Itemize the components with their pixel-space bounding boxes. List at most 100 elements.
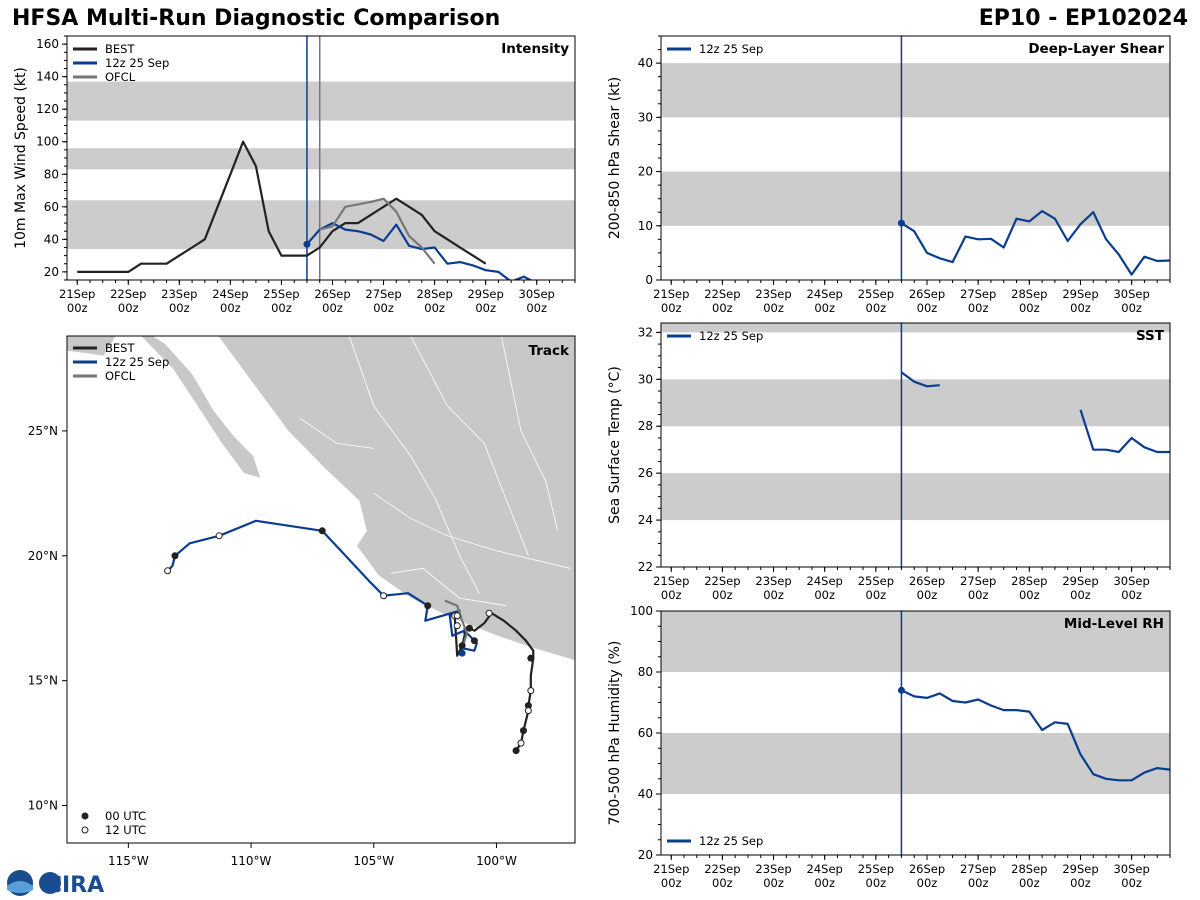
logo-text: CIRA: [46, 873, 104, 898]
sst-xtick-day: 28Sep: [1011, 574, 1047, 588]
intensity-legend-label: OFCL: [105, 70, 136, 84]
sst-ylabel: Sea Surface Temp (°C): [607, 366, 623, 524]
track-point-00utc: [519, 727, 527, 735]
rh-xtick-day: 26Sep: [909, 862, 945, 876]
track-point-12utc: [453, 622, 461, 630]
intensity-ytick-label: 140: [36, 70, 59, 84]
sst-xtick-day: 21Sep: [653, 574, 689, 588]
rh-ylabel: 700-500 hPa Humidity (%): [607, 641, 623, 826]
rh-xtick-day: 25Sep: [858, 862, 894, 876]
sst-xtick-hour: 00z: [1019, 588, 1040, 602]
rh-band-1: [661, 611, 1170, 672]
intensity-xtick-hour: 00z: [424, 301, 445, 315]
shear-init-marker: [897, 219, 905, 227]
sst-ytick-label: 28: [638, 419, 653, 433]
state-border-1: [348, 336, 480, 594]
rh-ytick-label: 40: [638, 787, 653, 801]
shear-ytick-label: 20: [638, 165, 653, 179]
intensity-plot-area: [67, 36, 575, 280]
state-border-4: [390, 567, 507, 607]
intensity-xtick-day: 30Sep: [519, 287, 555, 301]
track-point-00utc: [465, 624, 473, 632]
intensity-xtick-hour: 00z: [526, 301, 547, 315]
intensity-band-0: [67, 200, 575, 250]
track-point-00utc: [527, 654, 535, 662]
globe-icon: [39, 872, 61, 894]
track-frame: [66, 335, 576, 844]
intensity-xtick-hour: 00z: [118, 301, 139, 315]
state-border-3: [373, 492, 571, 569]
shear-xtick-hour: 00z: [712, 301, 733, 315]
shear-xtick-day: 25Sep: [858, 287, 894, 301]
baja-california-north: [67, 336, 117, 357]
sst-xtick-day: 30Sep: [1113, 574, 1149, 588]
track-title: Track: [529, 343, 570, 359]
sst-series-12z-25-sep-seg0: [900, 371, 940, 388]
sst-title: SST: [1136, 328, 1165, 344]
track-line-ofcl: [444, 599, 469, 654]
sst-xtick-day: 22Sep: [704, 574, 740, 588]
shear-series-12z-25-sep: [900, 210, 1170, 276]
track-point-00utc: [318, 527, 326, 535]
rh-xtick-day: 22Sep: [704, 862, 740, 876]
intensity-band-2: [67, 81, 575, 121]
track-legend-marker-00utc: [81, 812, 89, 820]
track-point-12utc: [380, 592, 388, 600]
mainland-mexico: [217, 336, 575, 662]
state-border-5: [501, 336, 559, 531]
intensity-legend-label: BEST: [105, 42, 135, 56]
intensity-xtick-hour: 00z: [67, 301, 88, 315]
state-border-2: [410, 336, 529, 556]
intensity-legend-label: 12z 25 Sep: [105, 56, 169, 70]
shear-xtick-hour: 00z: [1070, 301, 1091, 315]
intensity-xtick-hour: 00z: [475, 301, 496, 315]
rh-band-0: [661, 733, 1170, 794]
sst-legend-label: 12z 25 Sep: [699, 329, 763, 343]
shear-ytick-label: 30: [638, 110, 653, 124]
shear-band-1: [661, 63, 1170, 118]
track-start-point: [458, 649, 466, 657]
track-point-00utc: [524, 702, 532, 710]
sst-xtick-hour: 00z: [968, 588, 989, 602]
rh-legend-label: 12z 25 Sep: [699, 834, 763, 848]
intensity-init-marker: [303, 240, 311, 248]
rh-xtick-hour: 00z: [1121, 876, 1142, 890]
intensity-xtick-day: 27Sep: [365, 287, 401, 301]
track-point-12utc: [524, 707, 532, 715]
intensity-xtick-day: 23Sep: [161, 287, 197, 301]
shear-ytick-label: 10: [638, 219, 653, 233]
track-xtick-label: 110°W: [231, 854, 272, 868]
track-legend-label: OFCL: [105, 369, 136, 383]
track-legend-marker-12utc: [81, 826, 89, 834]
sst-ytick-label: 32: [638, 325, 653, 339]
intensity-xtick-hour: 00z: [220, 301, 241, 315]
sst-xtick-day: 23Sep: [755, 574, 791, 588]
shear-xtick-day: 27Sep: [960, 287, 996, 301]
rh-series-12z-25-sep: [900, 689, 1170, 782]
intensity-xtick-hour: 00z: [322, 301, 343, 315]
intensity-ytick-label: 60: [44, 200, 59, 214]
shear-xtick-day: 26Sep: [909, 287, 945, 301]
sst-xtick-hour: 00z: [917, 588, 938, 602]
rh-xtick-day: 28Sep: [1011, 862, 1047, 876]
shear-xtick-day: 23Sep: [755, 287, 791, 301]
track-ytick-label: 15°N: [28, 674, 58, 688]
intensity-xtick-day: 28Sep: [416, 287, 452, 301]
shear-xtick-hour: 00z: [866, 301, 887, 315]
cira-logo: CIRA: [7, 870, 104, 898]
shear-xtick-hour: 00z: [814, 301, 835, 315]
track-point-12utc: [517, 739, 525, 747]
rh-xtick-hour: 00z: [661, 876, 682, 890]
sst-ytick-label: 24: [638, 513, 653, 527]
storm-id: EP10 - EP102024: [978, 6, 1188, 31]
sst-xtick-hour: 00z: [1121, 588, 1142, 602]
rh-xtick-hour: 00z: [763, 876, 784, 890]
track-xtick-label: 105°W: [353, 854, 394, 868]
sst-xtick-day: 29Sep: [1062, 574, 1098, 588]
track-legend-label: 12z 25 Sep: [105, 355, 169, 369]
track-point-12utc: [215, 532, 223, 540]
rh-xtick-hour: 00z: [814, 876, 835, 890]
track-marker-legend-label: 00 UTC: [105, 809, 146, 823]
rh-ytick-label: 100: [630, 604, 653, 618]
track-ytick-label: 10°N: [28, 799, 58, 813]
